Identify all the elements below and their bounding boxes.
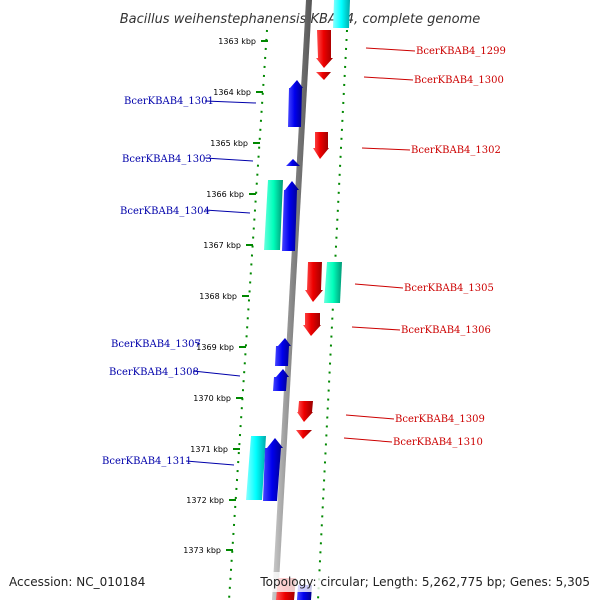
gene-label-leader [365, 47, 416, 52]
gene-label-leader [361, 147, 411, 151]
gene-arrow-1300 [316, 72, 331, 80]
gene-label: BcerKBAB4_1310 [393, 437, 483, 448]
gene-label: BcerKBAB4_1300 [414, 75, 504, 86]
inner-left-ring [228, 29, 268, 600]
rna-feature [324, 262, 342, 303]
gene-label: BcerKBAB4_1307 [111, 339, 201, 350]
ruler-tick-label: 1367 kbp [203, 241, 241, 250]
gene-label-leader [204, 157, 254, 162]
gene-label: BcerKBAB4_1308 [109, 367, 199, 378]
gene-arrow-1306 [303, 313, 321, 336]
gene-label-leader [194, 341, 201, 345]
gene-label: BcerKBAB4_1304 [120, 206, 210, 217]
ruler-tick-label: 1372 kbp [186, 496, 224, 505]
gene-label: BcerKBAB4_1303 [122, 154, 212, 165]
gene-labels: BcerKBAB4_1299 BcerKBAB4_1300 BcerKBAB4_13… [102, 46, 506, 467]
outer-right-ring [317, 29, 348, 600]
gene-label: BcerKBAB4_1299 [416, 46, 506, 57]
map-title: Bacillus weihenstephanensis KBAB4, compl… [120, 12, 481, 27]
genome-axis [272, 0, 312, 600]
ruler-tick-label: 1370 kbp [193, 394, 231, 403]
gene-label-leader [351, 326, 401, 331]
gene-arrow-1307 [275, 338, 291, 366]
gene-label-leader [192, 370, 241, 377]
ruler-tick-label: 1365 kbp [210, 139, 248, 148]
accession-text: Accession: NC_010184 [9, 575, 145, 589]
gene-label: BcerKBAB4_1311 [102, 456, 192, 467]
topology-backdrop [254, 572, 596, 592]
gene-arrow-1299 [316, 30, 333, 68]
gene-arrow-1310 [296, 430, 312, 439]
accession-backdrop [4, 572, 144, 592]
rna-feature [264, 180, 283, 250]
ruler-tick-label: 1366 kbp [206, 190, 244, 199]
gene-label-leader [204, 209, 251, 214]
ruler-tick-label: 1368 kbp [199, 292, 237, 301]
ruler-tick-label: 1373 kbp [183, 546, 221, 555]
ruler-tick-label: 1363 kbp [218, 37, 256, 46]
gene-label-leader [204, 100, 257, 104]
gene-arrow-1303 [286, 159, 300, 166]
gene-label: BcerKBAB4_1309 [395, 414, 485, 425]
gene-arrow-1304 [282, 181, 299, 251]
rna-feature [246, 436, 266, 500]
gene-label: BcerKBAB4_1301 [124, 96, 214, 107]
rna-feature [333, 0, 350, 28]
gene-label: BcerKBAB4_1306 [401, 325, 491, 336]
gene-label-leader [343, 437, 393, 443]
gene-label: BcerKBAB4_1302 [411, 145, 501, 156]
gene-label: BcerKBAB4_1305 [404, 283, 494, 294]
gene-label-leader [354, 283, 404, 289]
gene-features [246, 0, 350, 600]
gene-arrow-1309 [297, 401, 313, 422]
gene-arrow-1302 [313, 132, 329, 159]
gene-arrow-1311 [263, 438, 283, 501]
ruler-ticks: 1363 kbp 1364 kbp 1365 kbp 1366 kbp 1367 kbp… [183, 37, 268, 555]
gene-label-leader [185, 460, 235, 466]
gene-arrow-1308 [273, 369, 289, 391]
ruler-tick-label: 1364 kbp [213, 88, 251, 97]
gene-arrow-1301 [288, 80, 303, 127]
ruler-tick-label: 1371 kbp [190, 445, 228, 454]
gene-label-leader [345, 414, 395, 420]
gene-arrow-1305 [305, 262, 323, 302]
gene-label-leader [363, 76, 414, 81]
ruler-tick-label: 1369 kbp [196, 343, 234, 352]
topology-text: Topology: circular; Length: 5,262,775 bp… [259, 575, 590, 589]
